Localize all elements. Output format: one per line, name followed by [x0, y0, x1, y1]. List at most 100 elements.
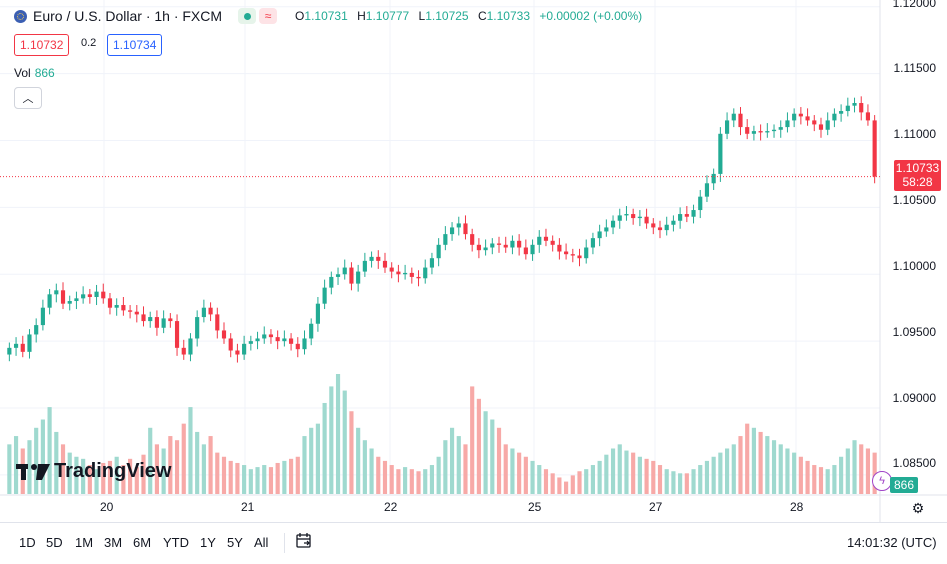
lightning-icon[interactable]: ϟ: [872, 471, 892, 491]
candle-body: [329, 276, 334, 288]
volume-bar: [195, 431, 200, 494]
volume-legend[interactable]: Vol 866: [14, 66, 55, 80]
volume-bar: [584, 469, 589, 494]
candle-body: [812, 120, 817, 125]
volume-bar: [765, 436, 770, 494]
bottom-toolbar: 1D 5D 1M 3M 6M YTD 1Y 5Y All 14:01:32 (UTC): [0, 522, 947, 564]
candle-body: [154, 317, 160, 328]
range-button-ytd[interactable]: YTD: [163, 535, 189, 550]
candle-body: [651, 223, 656, 228]
candle-body: [403, 272, 408, 275]
candle-body: [107, 298, 113, 308]
volume-bar: [859, 444, 864, 494]
candle-body: [657, 227, 663, 231]
candle-body: [785, 120, 790, 128]
volume-bar: [74, 456, 79, 494]
candle-body: [624, 214, 629, 216]
candle-body: [490, 243, 495, 248]
bid-price-button[interactable]: 1.10732: [14, 34, 70, 56]
ask-price-button[interactable]: 1.10734: [107, 34, 163, 56]
range-button-6m[interactable]: 6M: [133, 535, 152, 550]
candle-body: [101, 291, 106, 299]
candle-body: [436, 244, 441, 259]
volume-bar: [463, 444, 468, 494]
volume-bar: [449, 427, 455, 494]
volume-bar: [550, 473, 555, 494]
candle-body: [590, 238, 596, 248]
tradingview-logo[interactable]: TradingView: [16, 460, 171, 483]
candle-body: [597, 231, 602, 239]
volume-bar: [423, 469, 428, 494]
volume-bar: [329, 386, 334, 494]
price-axis-label: 1.11500: [893, 61, 937, 75]
volume-bar: [671, 471, 676, 494]
volume-bar: [624, 450, 629, 494]
volume-bar: [470, 386, 475, 494]
candle-body: [409, 272, 414, 277]
symbol-legend[interactable]: Euro / U.S. Dollar · 1h · FXCM ≈ O1.1073…: [14, 8, 648, 24]
candle-body: [181, 347, 186, 355]
candle-body: [60, 290, 66, 304]
market-status[interactable]: ≈: [238, 8, 278, 24]
volume-bar: [376, 456, 381, 494]
calendar-goto-icon[interactable]: [295, 532, 313, 550]
candle-body: [362, 260, 367, 272]
candle-body: [215, 314, 220, 331]
volume-bar: [812, 465, 817, 494]
candle-body: [678, 214, 683, 221]
range-button-all[interactable]: All: [254, 535, 269, 550]
candle-body: [805, 116, 810, 121]
range-button-1y[interactable]: 1Y: [200, 535, 216, 550]
candle-body: [255, 338, 260, 342]
price-axis-label: 1.12000: [892, 0, 936, 10]
candle-body: [537, 236, 542, 245]
volume-bar: [295, 456, 300, 494]
volume-bar: [128, 458, 133, 494]
candle-body: [349, 267, 354, 284]
volume-bar: [302, 436, 307, 494]
candle-body: [148, 317, 153, 322]
candle-body: [704, 183, 710, 197]
volume-bar: [27, 440, 32, 494]
volume-bar: [382, 460, 388, 494]
candle-body: [839, 111, 844, 114]
change-value: +0.00002 (+0.00%): [539, 9, 643, 23]
volume-bar: [141, 454, 146, 494]
candle-body: [557, 244, 562, 252]
price-axis-label: 1.10500: [892, 193, 936, 207]
gear-icon[interactable]: ⚙: [911, 500, 925, 516]
volume-bar: [107, 460, 113, 494]
candle-body: [134, 311, 139, 315]
volume-bar: [315, 423, 320, 494]
collapse-legend-button[interactable]: ︿: [14, 87, 42, 109]
range-button-1m[interactable]: 1M: [75, 535, 94, 550]
volume-bar: [248, 469, 253, 494]
candle-body: [309, 323, 314, 339]
utc-clock[interactable]: 14:01:32 (UTC): [847, 535, 937, 550]
range-button-1d[interactable]: 1D: [19, 535, 36, 550]
volume-bar: [523, 456, 528, 494]
candle-body: [738, 113, 743, 128]
volume-bar: [228, 460, 233, 494]
range-button-5y[interactable]: 5Y: [227, 535, 243, 550]
volume-bar: [517, 452, 522, 494]
volume-bar: [711, 456, 716, 494]
volume-bar: [543, 469, 549, 494]
green-dot-icon: [238, 8, 257, 24]
volume-bar: [275, 462, 280, 494]
volume-bar: [852, 440, 857, 494]
candle-body: [54, 290, 59, 295]
symbol-title[interactable]: Euro / U.S. Dollar · 1h · FXCM: [33, 8, 223, 24]
candle-body: [268, 334, 274, 338]
tradingview-logo-icon: [16, 463, 50, 480]
candle-body: [94, 291, 99, 297]
volume-bar: [40, 419, 45, 494]
volume-bar: [738, 436, 743, 494]
volume-bar: [47, 407, 52, 494]
candle-body: [342, 267, 347, 275]
range-button-3m[interactable]: 3M: [104, 535, 123, 550]
time-axis-label: 25: [528, 500, 542, 514]
candle-body: [161, 318, 166, 328]
range-button-5d[interactable]: 5D: [46, 535, 63, 550]
